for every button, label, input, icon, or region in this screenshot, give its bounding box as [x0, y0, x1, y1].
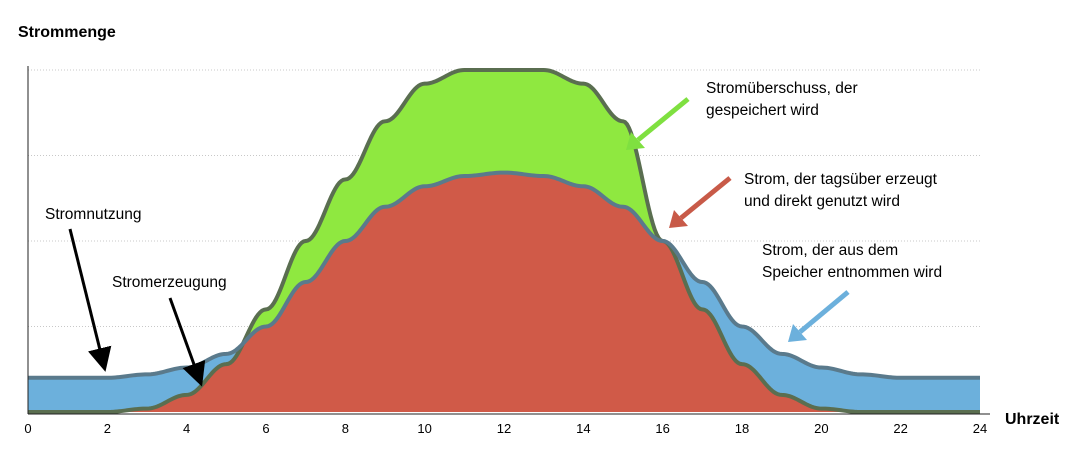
surplus-area: [28, 70, 980, 378]
x-tick-label: 4: [183, 421, 190, 436]
x-tick-label: 10: [417, 421, 431, 436]
direct-use-area: [28, 172, 980, 412]
x-tick-label: 0: [24, 421, 31, 436]
series-line-stromerzeugung: [28, 68, 980, 414]
annotation-storage-line-2: Speicher entnommen wird: [762, 264, 942, 281]
x-tick-label: 8: [342, 421, 349, 436]
x-tick-label: 14: [576, 421, 590, 436]
x-tick-label: 20: [814, 421, 828, 436]
annotation-surplus-line-1: Stromüberschuss, der: [706, 80, 858, 97]
arrow-stromnutzung: [68, 228, 112, 372]
x-tick-label: 6: [262, 421, 269, 436]
arrow-surplus-head: [626, 132, 645, 150]
annotation-storage-line-1: Strom, der aus dem: [762, 242, 898, 259]
x-tick-label: 12: [497, 421, 511, 436]
annotation-surplus-line-2: gespeichert wird: [706, 102, 819, 119]
arrow-direct-use: [679, 176, 732, 220]
y-axis-title: Strommenge: [18, 24, 116, 41]
x-tick-label: 16: [655, 421, 669, 436]
x-tick-label: 18: [735, 421, 749, 436]
x-axis-title: Uhrzeit: [1005, 411, 1060, 428]
arrow-storage-head: [788, 324, 807, 342]
annotation-direct-use-line-1: Strom, der tagsüber erzeugt: [744, 171, 938, 188]
annotation-stromnutzung: Stromnutzung: [45, 206, 142, 223]
x-tick-label: 22: [893, 421, 907, 436]
annotation-direct-use-line-2: und direkt genutzt wird: [744, 193, 900, 210]
x-tick-label: 24: [973, 421, 987, 436]
arrow-direct-use-head: [669, 210, 688, 228]
x-tick-label: 2: [104, 421, 111, 436]
arrow-stromerzeugung: [168, 297, 206, 387]
annotation-stromerzeugung: Stromerzeugung: [112, 274, 227, 291]
arrow-storage: [798, 290, 850, 334]
arrow-surplus: [636, 97, 690, 142]
x-tick-labels: 0 2 4 6 8 10 12 14 16 18 20 22 24: [24, 421, 987, 436]
